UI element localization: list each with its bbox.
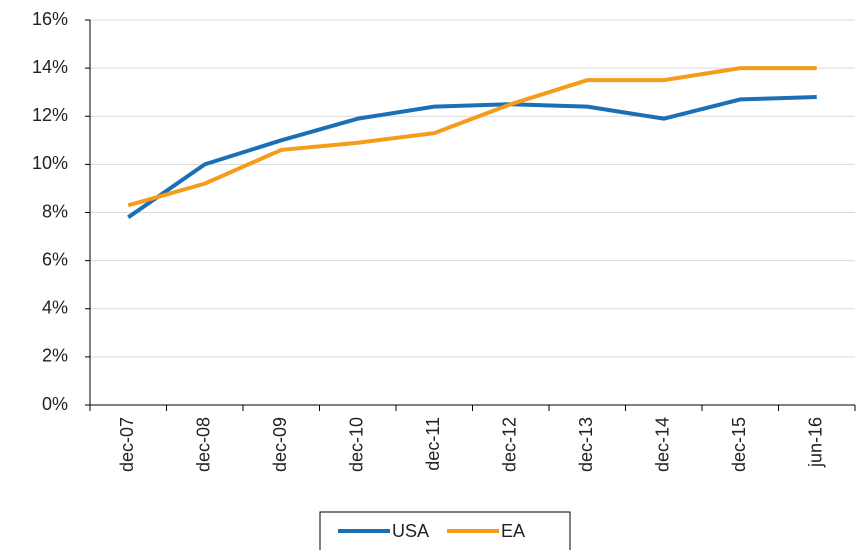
x-tick-label: dec-15 [729, 417, 749, 472]
y-tick-label: 10% [32, 153, 68, 173]
x-tick-label: dec-13 [576, 417, 596, 472]
x-tick-label: dec-12 [500, 417, 520, 472]
y-tick-label: 8% [42, 201, 68, 221]
x-tick-label: dec-14 [653, 417, 673, 472]
x-tick-label: dec-08 [194, 417, 214, 472]
y-tick-label: 6% [42, 249, 68, 269]
x-tick-label: dec-09 [270, 417, 290, 472]
x-tick-label: dec-07 [117, 417, 137, 472]
y-tick-label: 14% [32, 57, 68, 77]
y-tick-label: 0% [42, 394, 68, 414]
y-tick-label: 16% [32, 9, 68, 29]
legend-label: USA [392, 521, 429, 541]
series-line [127, 95, 817, 219]
y-tick-label: 4% [42, 298, 68, 318]
y-tick-label: 12% [32, 105, 68, 125]
y-tick-label: 2% [42, 346, 68, 366]
x-tick-label: dec-10 [347, 417, 367, 472]
x-tick-label: jun-16 [806, 417, 826, 468]
legend-label: EA [501, 521, 525, 541]
x-tick-label: dec-11 [423, 417, 443, 471]
series-line [127, 66, 817, 208]
